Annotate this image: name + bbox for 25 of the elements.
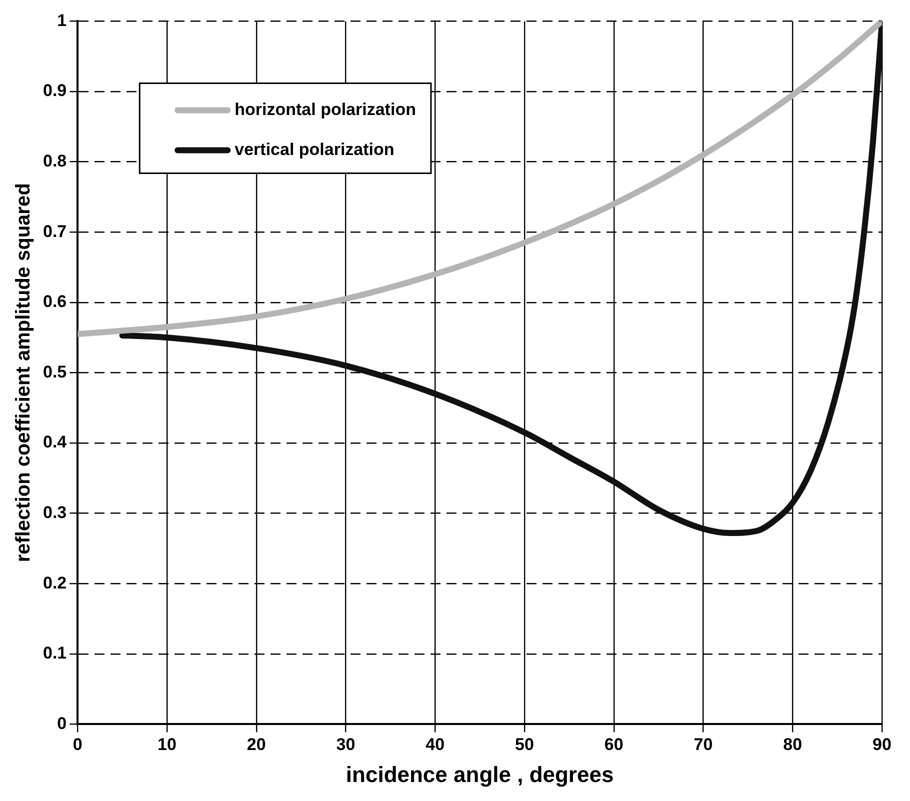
legend-label: vertical polarization <box>234 140 394 159</box>
x-tick-label: 20 <box>246 735 266 754</box>
y-tick-label: 1 <box>57 10 67 30</box>
x-tick-label: 40 <box>426 735 445 754</box>
legend-label: horizontal polarization <box>234 100 416 119</box>
x-tick-label: 90 <box>872 735 892 754</box>
y-tick-label: 0 <box>57 714 67 733</box>
x-axis-title: incidence angle , degrees <box>346 762 614 787</box>
y-tick-label: 0.2 <box>42 573 67 592</box>
y-tick-label: 0.8 <box>42 151 67 170</box>
x-tick-label: 50 <box>515 735 534 754</box>
y-tick-label: 0.3 <box>42 502 67 522</box>
x-tick-label: 80 <box>783 735 802 754</box>
x-tick-label: 70 <box>694 735 713 754</box>
y-axis-title: reflection coefficient amplitude squared <box>12 183 35 562</box>
x-tick-label: 30 <box>336 735 356 754</box>
y-tick-label: 0.4 <box>42 432 68 452</box>
y-tick-label: 0.7 <box>42 222 67 241</box>
x-tick-label: 60 <box>604 735 624 754</box>
y-tick-label: 0.5 <box>42 362 67 382</box>
y-tick-label: 0.1 <box>42 644 67 663</box>
y-tick-label: 0.6 <box>42 292 67 312</box>
x-tick-label: 10 <box>158 735 176 754</box>
y-tick-label: 0.9 <box>42 81 67 100</box>
x-tick-label: 0 <box>72 735 82 754</box>
